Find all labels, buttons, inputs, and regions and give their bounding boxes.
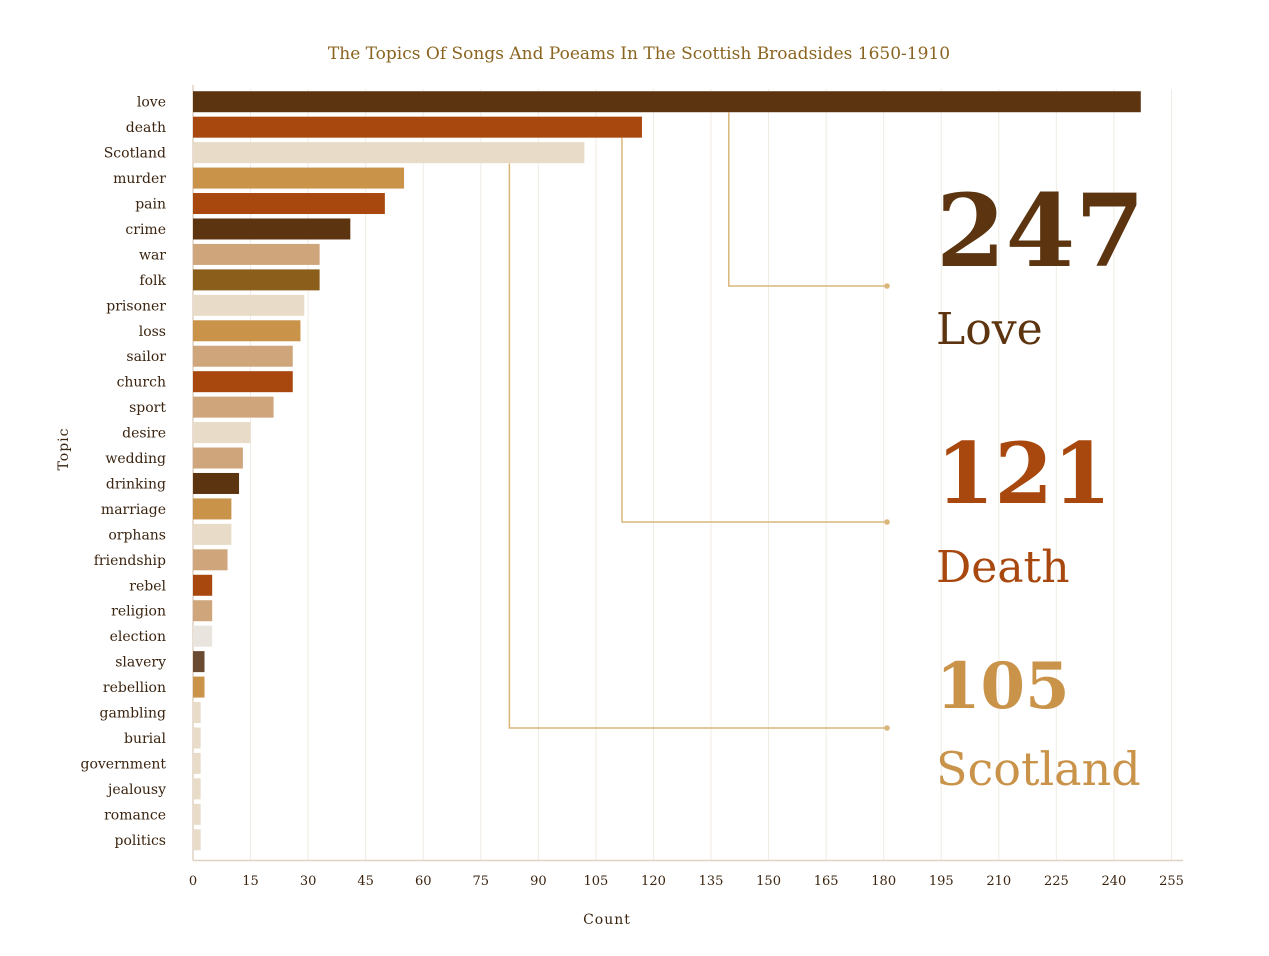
category-label: death [126, 120, 166, 136]
callout-dot [884, 725, 890, 731]
category-label: gambling [100, 706, 167, 722]
category-label: friendship [94, 553, 166, 569]
bar-romance [193, 803, 201, 825]
category-label: jealousy [106, 782, 166, 798]
category-label: Scotland [104, 146, 166, 162]
category-label: wedding [105, 451, 166, 467]
callout-number: 247 [936, 172, 1145, 290]
bar-murder [193, 167, 405, 189]
bar-election [193, 625, 213, 647]
callout-dot [884, 283, 890, 289]
callout-label: Death [936, 542, 1070, 593]
category-label: rebellion [103, 680, 166, 696]
gridlines [192, 85, 1183, 862]
category-label: pain [135, 197, 166, 213]
bar-government [193, 752, 201, 774]
x-tick-label: 105 [583, 874, 608, 889]
bar-rebellion [193, 676, 205, 698]
category-label: romance [104, 807, 166, 823]
category-label: sport [129, 400, 166, 416]
bar-burial [193, 727, 201, 749]
bar-prisoner [193, 294, 305, 316]
bar-religion [193, 600, 213, 622]
category-label: election [110, 629, 166, 645]
callout-label: Love [936, 304, 1043, 355]
x-tick-label: 150 [756, 874, 781, 889]
bar-love [193, 91, 1141, 113]
bar-folk [193, 269, 320, 291]
category-label: war [139, 247, 166, 263]
x-tick-label: 255 [1159, 874, 1184, 889]
bar-war [193, 243, 320, 265]
callout-line [508, 163, 887, 729]
bars [193, 91, 1141, 851]
category-label: religion [111, 604, 166, 620]
callout-number: 105 [936, 649, 1070, 724]
bar-church [193, 371, 293, 393]
bar-marriage [193, 498, 232, 520]
category-label: drinking [106, 476, 166, 492]
category-label: marriage [101, 502, 166, 518]
callout-dot [884, 519, 890, 525]
bar-loss [193, 320, 301, 342]
x-tick-label: 30 [300, 874, 317, 889]
bar-wedding [193, 447, 243, 469]
x-axis-title: Count [583, 912, 631, 928]
category-label: folk [139, 273, 166, 289]
bar-sport [193, 396, 274, 418]
x-tick-label: 45 [357, 874, 374, 889]
category-label: slavery [115, 655, 166, 671]
bar-scotland [193, 142, 585, 164]
x-tick-labels: 0 15 30 45 60 75 90 105 120 135 150 165 180 195 210 225… [189, 874, 1184, 889]
category-label: crime [125, 222, 166, 238]
x-tick-label: 135 [699, 874, 724, 889]
category-label: desire [122, 426, 166, 442]
x-tick-label: 90 [530, 874, 547, 889]
category-label: prisoner [106, 298, 166, 314]
category-label: sailor [126, 349, 166, 365]
category-label: government [81, 756, 167, 772]
bar-friendship [193, 549, 228, 571]
x-tick-label: 60 [415, 874, 432, 889]
category-label: loss [139, 324, 166, 340]
bar-rebel [193, 574, 213, 596]
chart-title: The Topics Of Songs And Poeams In The Sc… [328, 44, 950, 64]
x-tick-label: 180 [871, 874, 896, 889]
x-tick-label: 0 [189, 874, 197, 889]
category-label: orphans [108, 527, 166, 543]
x-tick-label: 240 [1102, 874, 1127, 889]
x-tick-label: 225 [1044, 874, 1069, 889]
category-label: rebel [129, 578, 166, 594]
bar-drinking [193, 472, 240, 494]
category-label: love [137, 95, 166, 111]
x-tick-label: 195 [929, 874, 954, 889]
bar-orphans [193, 523, 232, 545]
bar-gambling [193, 702, 201, 724]
category-label: murder [113, 171, 166, 187]
bar-jealousy [193, 778, 201, 800]
category-labels: love death Scotland murder pain crime war folk p… [81, 95, 167, 849]
bar-desire [193, 422, 251, 444]
callout-line [621, 137, 887, 523]
callout-number: 121 [936, 424, 1111, 523]
x-tick-label: 210 [986, 874, 1011, 889]
x-tick-label: 165 [814, 874, 839, 889]
callout-label: Scotland [936, 742, 1141, 796]
bar-pain [193, 193, 385, 215]
category-label: burial [124, 731, 166, 747]
bar-politics [193, 829, 201, 851]
bar-death [193, 116, 642, 138]
y-axis-title: Topic [56, 428, 72, 471]
bar-crime [193, 218, 351, 240]
callout-line [728, 112, 887, 287]
x-tick-label: 75 [473, 874, 490, 889]
callouts: 247 Love 121 Death 105 Scotland [508, 112, 1145, 796]
category-label: church [117, 375, 166, 391]
x-tick-label: 15 [242, 874, 259, 889]
category-label: politics [115, 833, 166, 849]
bar-slavery [193, 651, 205, 673]
x-tick-label: 120 [641, 874, 666, 889]
bar-sailor [193, 345, 293, 367]
